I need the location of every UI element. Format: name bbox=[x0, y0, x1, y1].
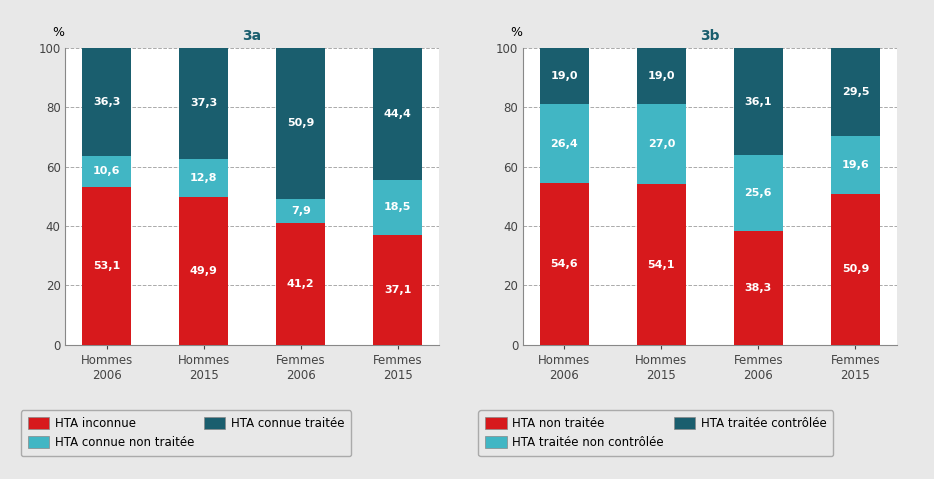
Text: 50,9: 50,9 bbox=[287, 118, 315, 128]
Legend: HTA non traitée, HTA traitée non contrôlée, HTA traitée contrôlée: HTA non traitée, HTA traitée non contrôl… bbox=[478, 410, 833, 456]
Text: 7,9: 7,9 bbox=[290, 206, 311, 216]
Title: 3b: 3b bbox=[700, 29, 719, 43]
Bar bbox=[540, 182, 588, 345]
Text: 36,3: 36,3 bbox=[93, 97, 120, 107]
Text: 27,0: 27,0 bbox=[647, 139, 675, 149]
Text: %: % bbox=[510, 26, 522, 39]
Bar bbox=[831, 48, 880, 136]
Text: 37,3: 37,3 bbox=[190, 98, 218, 108]
Text: 19,0: 19,0 bbox=[647, 71, 675, 81]
Text: 50,9: 50,9 bbox=[842, 264, 869, 274]
Text: 36,1: 36,1 bbox=[744, 96, 772, 106]
Bar bbox=[276, 223, 325, 345]
Bar bbox=[374, 48, 422, 180]
Bar bbox=[82, 156, 131, 187]
Bar bbox=[637, 184, 686, 345]
Bar bbox=[374, 235, 422, 345]
Text: 41,2: 41,2 bbox=[287, 279, 315, 289]
Text: 53,1: 53,1 bbox=[93, 261, 120, 271]
Bar bbox=[540, 48, 588, 104]
Bar bbox=[540, 104, 588, 182]
Bar bbox=[276, 199, 325, 223]
Text: %: % bbox=[52, 26, 64, 39]
Text: 49,9: 49,9 bbox=[190, 266, 218, 276]
Bar bbox=[831, 194, 880, 345]
Bar bbox=[637, 47, 686, 104]
Bar bbox=[831, 136, 880, 194]
Text: 44,4: 44,4 bbox=[384, 109, 412, 119]
Text: 37,1: 37,1 bbox=[384, 285, 411, 295]
Bar bbox=[734, 231, 783, 345]
Text: 12,8: 12,8 bbox=[190, 173, 218, 182]
Bar bbox=[179, 159, 228, 197]
Text: 54,6: 54,6 bbox=[550, 259, 578, 269]
Bar bbox=[276, 48, 325, 199]
Bar bbox=[734, 48, 783, 155]
Text: 29,5: 29,5 bbox=[842, 87, 870, 97]
Bar bbox=[637, 104, 686, 184]
Bar bbox=[734, 155, 783, 231]
Bar bbox=[82, 48, 131, 156]
Text: 54,1: 54,1 bbox=[647, 260, 675, 270]
Text: 18,5: 18,5 bbox=[384, 202, 411, 212]
Bar bbox=[179, 48, 228, 159]
Title: 3a: 3a bbox=[243, 29, 262, 43]
Text: 38,3: 38,3 bbox=[744, 283, 772, 293]
Bar bbox=[374, 180, 422, 235]
Text: 26,4: 26,4 bbox=[550, 138, 578, 148]
Legend: HTA inconnue, HTA connue non traitée, HTA connue traitée: HTA inconnue, HTA connue non traitée, HT… bbox=[21, 410, 351, 456]
Bar bbox=[82, 187, 131, 345]
Text: 10,6: 10,6 bbox=[92, 166, 120, 176]
Text: 19,0: 19,0 bbox=[550, 71, 578, 81]
Text: 25,6: 25,6 bbox=[744, 188, 772, 198]
Text: 19,6: 19,6 bbox=[842, 160, 870, 170]
Bar bbox=[179, 197, 228, 345]
